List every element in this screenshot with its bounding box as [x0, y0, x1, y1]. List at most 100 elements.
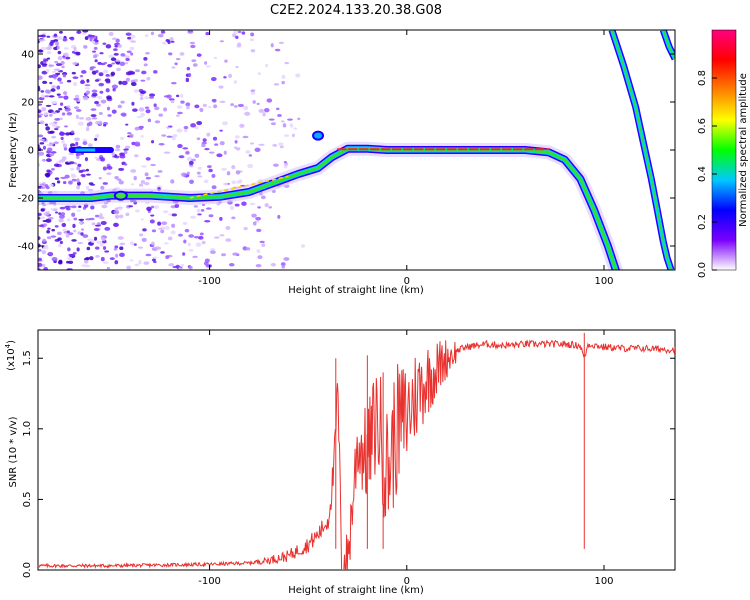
noise-dot [45, 126, 51, 131]
noise-dot [60, 176, 67, 179]
noise-dot [150, 31, 155, 36]
noise-dot [114, 260, 119, 265]
noise-dot [103, 61, 108, 65]
noise-dot [219, 129, 223, 132]
noise-dot [170, 230, 176, 235]
noise-dot [66, 260, 70, 264]
noise-dot [219, 216, 223, 221]
noise-dot [113, 222, 118, 226]
noise-dot [194, 104, 200, 109]
noise-dot [257, 206, 261, 209]
noise-dot [103, 124, 107, 127]
noise-dot [96, 158, 101, 161]
noise-dot [205, 65, 211, 68]
noise-dot [140, 90, 146, 94]
noise-dot [99, 52, 104, 55]
noise-dot [48, 95, 55, 98]
noise-dot [214, 143, 219, 146]
noise-dot [119, 136, 125, 140]
noise-dot [235, 147, 241, 151]
noise-dot [213, 104, 218, 109]
noise-dot [51, 167, 55, 171]
noise-dot [87, 238, 94, 242]
noise-dot [78, 170, 84, 173]
noise-dot [95, 69, 99, 74]
noise-dot [40, 94, 45, 98]
noise-dot [95, 224, 100, 227]
noise-dot [268, 118, 275, 121]
noise-dot [98, 177, 102, 180]
noise-dot [186, 156, 193, 161]
noise-dot [237, 42, 242, 47]
noise-dot [255, 216, 262, 221]
noise-dot [99, 242, 104, 247]
noise-dot [53, 33, 58, 37]
noise-dot [38, 64, 42, 69]
noise-dot [281, 265, 285, 269]
noise-dot [50, 208, 54, 211]
noise-dot [117, 44, 123, 49]
spec-y-tick-label: 40 [21, 50, 34, 61]
noise-dot [289, 123, 294, 128]
noise-dot [123, 148, 129, 151]
noise-dot [71, 174, 77, 178]
noise-dot [124, 62, 129, 65]
noise-dot [229, 205, 235, 211]
noise-dot [177, 144, 183, 149]
noise-dot [252, 100, 256, 104]
noise-dot [244, 111, 251, 116]
noise-dot [62, 37, 68, 42]
chart-title: C2E2.2024.133.20.38.G08 [270, 3, 442, 18]
spectrogram-x-label: Height of straight line (km) [288, 285, 424, 296]
noise-dot [114, 176, 119, 180]
noise-dot [196, 120, 203, 126]
noise-dot [80, 173, 86, 177]
colorbar-label: Normalized spectral amplitude [738, 73, 749, 227]
noise-dot [186, 66, 190, 71]
noise-dot [54, 128, 59, 131]
noise-dot [41, 107, 47, 112]
noise-dot [91, 117, 98, 120]
noise-dot [93, 46, 98, 50]
noise-dot [142, 228, 147, 232]
noise-dot [196, 53, 202, 57]
noise-dot [178, 155, 185, 159]
noise-dot [38, 115, 42, 118]
noise-dot [119, 252, 125, 258]
noise-dot [143, 56, 148, 61]
noise-dot [188, 234, 195, 238]
noise-dot [157, 170, 163, 173]
noise-dot [197, 166, 203, 170]
noise-dot [38, 113, 44, 116]
noise-dot [188, 160, 194, 166]
noise-dot [219, 234, 225, 237]
noise-dot [68, 180, 73, 185]
noise-dot [230, 103, 234, 107]
noise-dot [127, 36, 132, 40]
noise-dot [51, 100, 58, 105]
noise-dot [61, 222, 67, 228]
noise-dot [250, 91, 256, 95]
noise-dot [177, 111, 183, 115]
noise-dot [166, 135, 173, 138]
noise-dot [45, 104, 52, 107]
noise-dot [53, 39, 59, 42]
noise-dot [48, 75, 54, 78]
noise-dot [152, 256, 158, 259]
noise-dot [196, 171, 201, 175]
noise-dot [102, 261, 109, 264]
noise-dot [94, 246, 100, 250]
noise-dot [56, 69, 61, 72]
noise-dot [82, 30, 89, 33]
noise-dot [168, 52, 173, 56]
noise-dot [212, 136, 218, 141]
noise-dot [72, 81, 78, 87]
noise-dot [134, 143, 141, 147]
noise-dot [87, 143, 93, 148]
noise-dot [138, 107, 145, 112]
noise-dot [161, 221, 168, 226]
noise-dot [163, 151, 171, 154]
noise-dot [80, 79, 85, 84]
noise-dot [38, 236, 41, 241]
noise-dot [125, 71, 132, 76]
